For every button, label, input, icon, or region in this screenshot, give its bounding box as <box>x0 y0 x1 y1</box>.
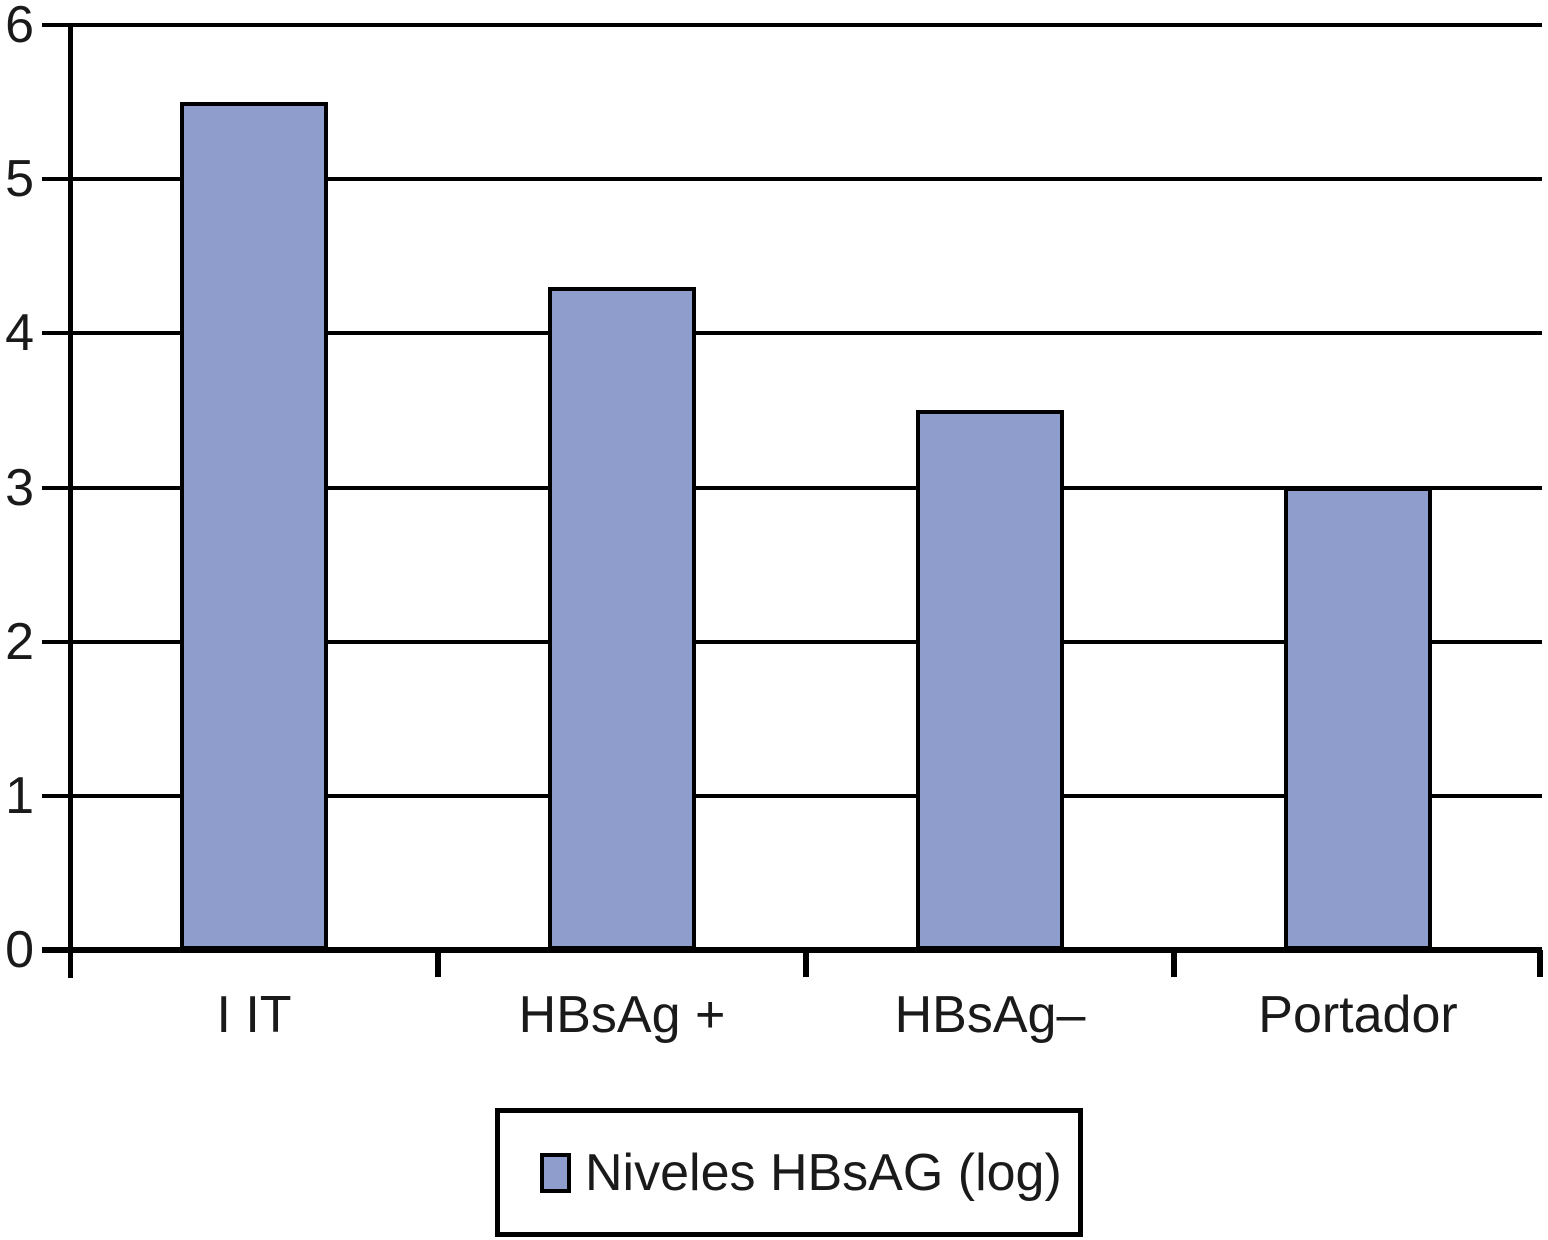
x-axis-category-label-4: Portador <box>1258 986 1458 1044</box>
gridline-5 <box>42 177 1542 182</box>
x-axis-category-label-1: I IT <box>216 986 292 1044</box>
gridline-1 <box>42 793 1542 798</box>
x-axis-line <box>42 947 1542 953</box>
gridline-3 <box>42 485 1542 490</box>
bar-3 <box>916 410 1064 950</box>
y-axis-tick-label-0: 0 <box>5 921 34 979</box>
y-axis-tick-label-5: 5 <box>5 150 34 209</box>
y-axis-tick-label-4: 4 <box>5 304 34 363</box>
bar-4 <box>1284 487 1432 950</box>
y-axis-tick-label-3: 3 <box>5 458 34 517</box>
bar-2 <box>548 287 696 950</box>
y-axis-tick-label-6: 6 <box>5 0 34 54</box>
x-axis-tick <box>1537 950 1543 977</box>
gridline-2 <box>42 639 1542 644</box>
x-axis-tick <box>435 950 441 977</box>
y-axis-tick-label-1: 1 <box>5 766 34 825</box>
y-axis-tick-label-2: 2 <box>5 612 34 671</box>
x-axis-category-label-3: HBsAg– <box>894 986 1086 1044</box>
bar-1 <box>180 102 328 950</box>
x-axis-category-label-2: HBsAg + <box>518 986 726 1044</box>
legend-swatch <box>540 1152 571 1193</box>
gridline-4 <box>42 331 1542 336</box>
x-axis-tick <box>803 950 809 977</box>
legend-label: Niveles HBsAG (log) <box>585 1143 1062 1202</box>
y-axis-line <box>68 25 73 978</box>
gridline-6 <box>42 23 1542 27</box>
legend-box: Niveles HBsAG (log) <box>495 1108 1083 1237</box>
x-axis-tick <box>1171 950 1177 977</box>
